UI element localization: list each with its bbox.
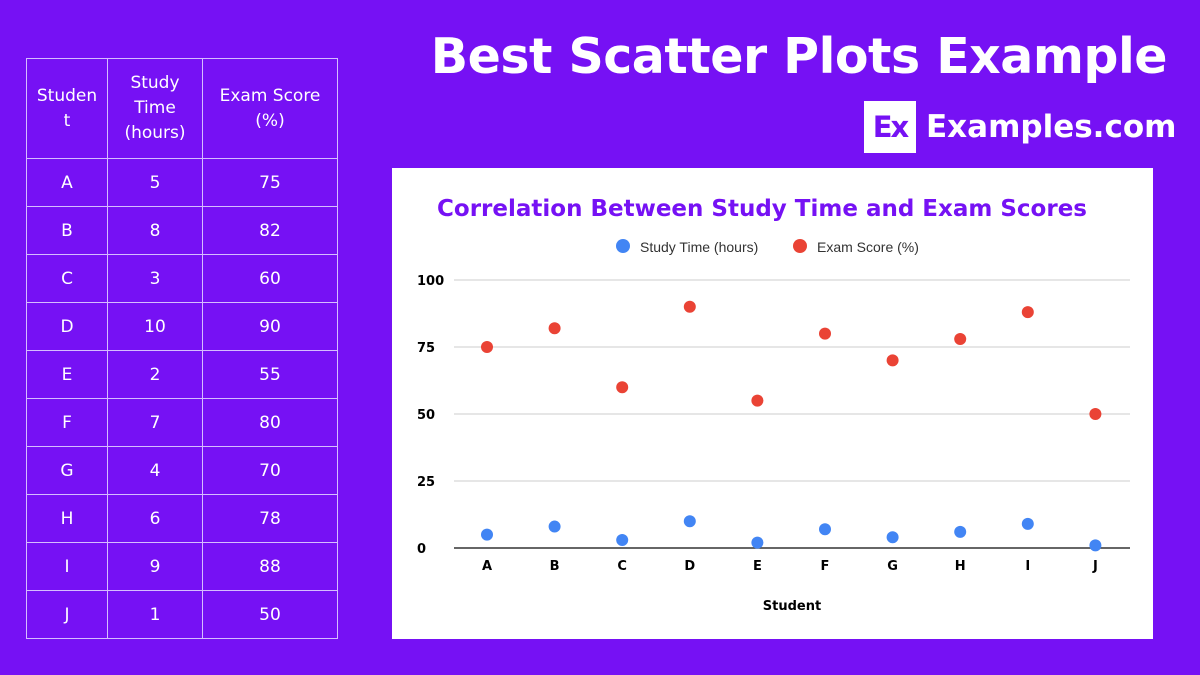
y-tick-label: 0: [417, 542, 426, 557]
data-table: Studen t Study Time (hours) Exam Score (…: [26, 58, 338, 639]
exam-score-point: [481, 341, 493, 353]
cell-student: G: [26, 446, 108, 495]
cell-exam-score: 90: [202, 302, 338, 351]
cell-exam-score: 80: [202, 398, 338, 447]
table-row: F 7 80: [26, 398, 338, 447]
x-tick-label: C: [617, 559, 627, 574]
x-tick-label: E: [753, 559, 762, 574]
study-time-point: [819, 523, 831, 536]
table-row: H 6 78: [26, 494, 338, 543]
x-tick-label: J: [1092, 559, 1098, 574]
exam-score-point: [954, 332, 967, 345]
cell-study-time: 6: [107, 494, 203, 543]
study-time-point: [683, 515, 696, 528]
exam-score-point: [886, 354, 899, 367]
cell-exam-score: 75: [202, 158, 338, 207]
brand[interactable]: Ex Examples.com: [864, 101, 1176, 153]
cell-exam-score: 82: [202, 206, 338, 255]
exam-score-point: [616, 381, 629, 394]
legend-marker: [616, 239, 630, 253]
x-tick-label: G: [887, 559, 898, 574]
x-tick-label: D: [684, 559, 695, 574]
study-time-point: [1089, 539, 1102, 552]
legend-marker: [793, 239, 807, 253]
table-header-row: Studen t Study Time (hours) Exam Score (…: [26, 58, 338, 159]
x-tick-label: B: [550, 559, 560, 574]
study-time-point: [548, 520, 561, 533]
y-tick-label: 100: [417, 274, 444, 289]
cell-study-time: 3: [107, 254, 203, 303]
x-axis-label: Student: [763, 599, 821, 614]
y-tick-label: 25: [417, 475, 435, 490]
x-tick-label: I: [1025, 559, 1030, 574]
cell-exam-score: 55: [202, 350, 338, 399]
cell-exam-score: 70: [202, 446, 338, 495]
y-tick-label: 50: [417, 408, 435, 423]
cell-student: D: [26, 302, 108, 351]
legend-label: Exam Score (%): [817, 239, 919, 255]
legend-label: Study Time (hours): [640, 239, 758, 255]
column-header-exam-score: Exam Score (%): [202, 58, 338, 159]
scatter-chart: Correlation Between Study Time and Exam …: [417, 196, 1130, 614]
cell-study-time: 10: [107, 302, 203, 351]
y-tick-label: 75: [417, 341, 435, 356]
cell-study-time: 9: [107, 542, 203, 591]
table-row: J 1 50: [26, 590, 338, 639]
cell-student: B: [26, 206, 108, 255]
cell-study-time: 1: [107, 590, 203, 639]
x-tick-label: H: [955, 559, 966, 574]
study-time-point: [1021, 517, 1034, 530]
table-row: G 4 70: [26, 446, 338, 495]
exam-score-point: [819, 327, 831, 340]
cell-student: H: [26, 494, 108, 543]
table-row: E 2 55: [26, 350, 338, 399]
table-row: B 8 82: [26, 206, 338, 255]
cell-study-time: 5: [107, 158, 203, 207]
brand-logo: Ex: [864, 101, 916, 153]
chart-title: Correlation Between Study Time and Exam …: [437, 196, 1087, 222]
table-row: C 3 60: [26, 254, 338, 303]
cell-exam-score: 60: [202, 254, 338, 303]
table-row: I 9 88: [26, 542, 338, 591]
exam-score-point: [683, 300, 696, 313]
exam-score-point: [1089, 408, 1102, 420]
cell-student: A: [26, 158, 108, 207]
brand-name: Examples.com: [926, 109, 1177, 145]
exam-score-point: [1021, 306, 1034, 319]
cell-student: I: [26, 542, 108, 591]
column-header-student: Studen t: [26, 58, 108, 159]
table-body: A 5 75 B 8 82 C 3 60 D 10 90 E 2 55 F 7 80 G 4 70 H 6 78 I 9 88 J 1 5…: [26, 158, 338, 639]
exam-score-point: [751, 394, 764, 407]
cell-student: J: [26, 590, 108, 639]
column-header-study-time: Study Time (hours): [107, 58, 203, 159]
study-time-point: [954, 525, 967, 538]
cell-study-time: 4: [107, 446, 203, 495]
x-tick-label: A: [482, 559, 492, 574]
page-title: Best Scatter Plots Example: [430, 28, 1168, 85]
table-row: A 5 75: [26, 158, 338, 207]
cell-student: C: [26, 254, 108, 303]
study-time-point: [886, 531, 899, 544]
study-time-point: [616, 533, 629, 546]
cell-exam-score: 50: [202, 590, 338, 639]
cell-exam-score: 78: [202, 494, 338, 543]
table-row: D 10 90: [26, 302, 338, 351]
chart-panel: Correlation Between Study Time and Exam …: [392, 168, 1153, 639]
x-tick-label: F: [821, 559, 830, 574]
cell-student: E: [26, 350, 108, 399]
cell-study-time: 7: [107, 398, 203, 447]
cell-study-time: 2: [107, 350, 203, 399]
study-time-point: [751, 536, 764, 549]
study-time-point: [481, 528, 493, 541]
cell-exam-score: 88: [202, 542, 338, 591]
cell-student: F: [26, 398, 108, 447]
exam-score-point: [548, 322, 561, 335]
cell-study-time: 8: [107, 206, 203, 255]
